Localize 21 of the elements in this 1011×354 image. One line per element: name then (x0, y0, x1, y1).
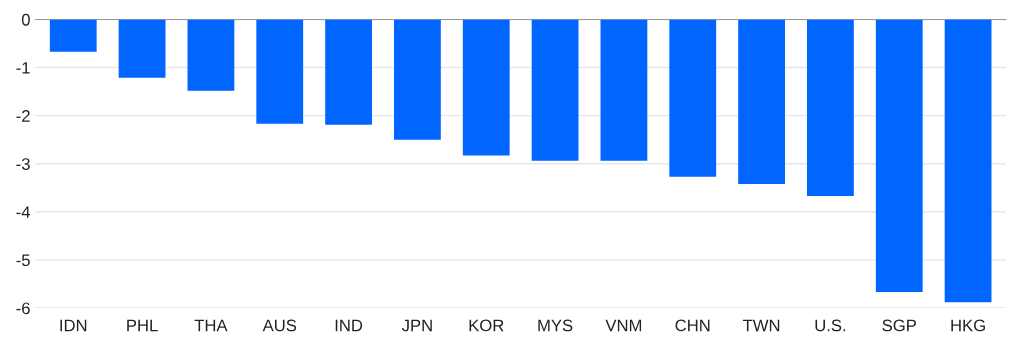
x-tick-label: JPN (401, 319, 432, 332)
x-tick-label: MYS (538, 319, 573, 332)
x-tick-label: VNM (605, 319, 642, 332)
x-tick-label: CHN (675, 319, 710, 332)
y-tick-label: -4 (16, 206, 31, 218)
y-tick-label: -5 (16, 254, 30, 267)
x-tick-label: HKG (951, 319, 985, 332)
x-tick-label: IDN (60, 319, 87, 332)
x-tick-label: SGP (882, 319, 916, 332)
y-tick-label: 0 (21, 13, 30, 26)
y-tick-label: -2 (16, 110, 30, 122)
y-tick-label: -6 (16, 302, 30, 315)
x-tick-label: KOR (469, 319, 504, 332)
x-tick-label: TWN (742, 319, 780, 332)
x-tick-label: AUS (262, 319, 297, 332)
x-tick-label: IND (335, 319, 363, 332)
x-tick-label: U.S. (815, 319, 846, 332)
y-tick-label: -3 (16, 158, 30, 170)
y-tick-label: -1 (16, 62, 30, 74)
x-tick-label: PHL (127, 319, 158, 332)
x-tick-label: THA (194, 319, 228, 332)
